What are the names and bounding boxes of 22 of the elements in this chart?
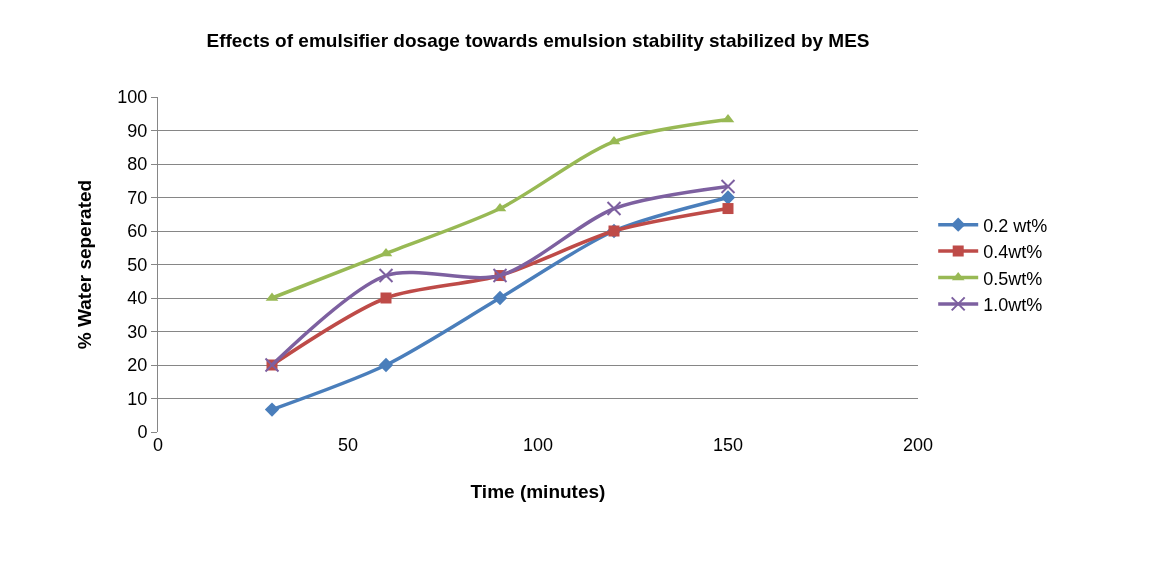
x-tick-label: 0 bbox=[152, 435, 164, 455]
legend-label: 0.5wt% bbox=[983, 268, 1043, 289]
y-tick-label: 80 bbox=[127, 154, 148, 175]
x-tick-label: 150 bbox=[712, 435, 744, 455]
y-tick-label: 70 bbox=[127, 187, 148, 208]
y-tick-label: 60 bbox=[127, 221, 148, 242]
x-tick-label: 100 bbox=[522, 435, 554, 455]
legend-label: 1.0wt% bbox=[983, 294, 1043, 315]
chart-title: Effects of emulsifier dosage towards emulsion stability stabilized by MES bbox=[206, 29, 870, 51]
y-tick-label: 20 bbox=[127, 355, 148, 376]
legend-label: 0.2 wt% bbox=[983, 215, 1048, 236]
y-tick-label: 90 bbox=[127, 120, 148, 141]
y-tick-label: 10 bbox=[127, 388, 148, 409]
legend-label: 0.4wt% bbox=[983, 242, 1043, 263]
y-tick-label: 50 bbox=[127, 254, 148, 275]
y-axis-title: % Water seperated bbox=[74, 179, 96, 350]
y-tick-label: 30 bbox=[127, 321, 148, 342]
y-tick-label: 40 bbox=[127, 288, 148, 309]
x-axis-title: Time (minutes) bbox=[470, 480, 606, 502]
x-tick-label: 50 bbox=[337, 435, 359, 455]
x-tick-label: 200 bbox=[902, 435, 934, 455]
y-tick-label: 100 bbox=[117, 87, 148, 108]
